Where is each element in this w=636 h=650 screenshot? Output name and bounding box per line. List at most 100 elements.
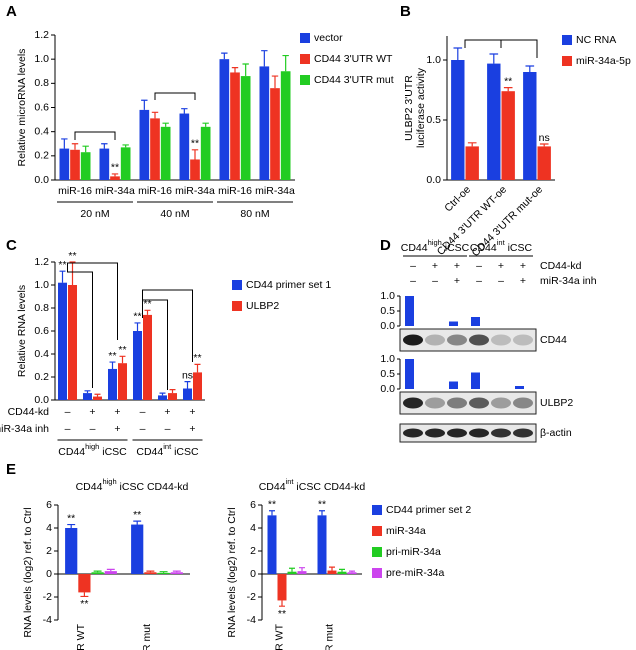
bar bbox=[183, 388, 192, 400]
legend-label: NC RNA bbox=[576, 34, 616, 46]
significance-mark: ** bbox=[191, 138, 199, 150]
row-label: miR-34a inh bbox=[540, 275, 597, 287]
bar bbox=[110, 176, 120, 180]
y-tick-label: 0.5 bbox=[380, 305, 395, 317]
y-tick-label: 0.6 bbox=[34, 101, 49, 113]
blot-band bbox=[491, 334, 511, 346]
bar bbox=[317, 515, 327, 574]
y-tick-label: 1.2 bbox=[34, 29, 49, 41]
legend-swatch bbox=[300, 54, 310, 64]
y-tick-label: 0.4 bbox=[34, 348, 49, 360]
y-tick-label: 1.0 bbox=[380, 290, 395, 302]
error-bar bbox=[109, 361, 116, 369]
bar bbox=[104, 571, 117, 574]
bar bbox=[327, 570, 337, 574]
error-bar bbox=[269, 510, 275, 516]
error-bar bbox=[101, 143, 108, 149]
bar bbox=[259, 66, 270, 180]
bar bbox=[451, 60, 465, 180]
y-tick-label: 0.2 bbox=[34, 150, 49, 162]
error-bar bbox=[80, 592, 89, 598]
bar bbox=[405, 296, 414, 326]
error-bar bbox=[111, 173, 119, 177]
error-bar bbox=[141, 99, 148, 110]
row-sign: + bbox=[454, 275, 460, 287]
error-bar bbox=[191, 149, 199, 160]
significance-mark: ** bbox=[68, 250, 76, 262]
row-sign: – bbox=[498, 275, 504, 287]
row-sign: + bbox=[189, 423, 195, 435]
y-tick-label: 0.4 bbox=[34, 125, 49, 137]
text-sup: high bbox=[102, 477, 116, 486]
error-bar bbox=[84, 390, 91, 394]
error-bar bbox=[94, 393, 101, 397]
error-bar bbox=[69, 261, 76, 285]
y-tick-label: 0.0 bbox=[380, 320, 395, 332]
error-bar bbox=[329, 566, 335, 571]
bar bbox=[190, 159, 200, 180]
significance-mark: ** bbox=[58, 259, 66, 271]
text-part: iCSC CD44-kd bbox=[294, 481, 366, 493]
blot-label: CD44 bbox=[540, 334, 567, 346]
blot-band bbox=[469, 428, 489, 438]
group-label: CD44high iCSC bbox=[58, 442, 127, 457]
bar bbox=[170, 572, 183, 574]
y-tick-label: -2 bbox=[247, 591, 256, 603]
error-bar bbox=[242, 63, 249, 77]
bar bbox=[144, 572, 157, 574]
text-sup: int bbox=[163, 442, 172, 451]
legend-swatch bbox=[372, 526, 382, 536]
row-sign: – bbox=[65, 406, 71, 418]
panel-letter: A bbox=[6, 3, 17, 20]
bar bbox=[487, 63, 501, 180]
bar bbox=[70, 149, 80, 180]
bar bbox=[297, 571, 307, 574]
significance-mark: ** bbox=[193, 352, 201, 364]
bar bbox=[65, 528, 78, 574]
row-sign: – bbox=[140, 406, 146, 418]
panel-letter: C bbox=[6, 237, 17, 254]
bar bbox=[108, 368, 117, 400]
y-tick-label: 0.0 bbox=[380, 383, 395, 395]
x-tick-label: Ctrl-oe bbox=[442, 183, 473, 214]
bracket bbox=[464, 39, 502, 48]
row-sign: – bbox=[476, 260, 482, 272]
x-tick-label: miR-34a bbox=[175, 185, 215, 197]
x-tick-label: miR-34a bbox=[95, 185, 135, 197]
panel-letter: B bbox=[400, 3, 411, 20]
row-label: CD44-kd bbox=[8, 406, 50, 418]
legend-label: miR-34a bbox=[386, 525, 426, 537]
error-bar bbox=[525, 65, 535, 72]
bar bbox=[168, 393, 177, 400]
bar bbox=[471, 317, 480, 326]
row-label: miR-34a inh bbox=[0, 423, 49, 435]
legend-label: CD44 3'UTR WT bbox=[314, 53, 393, 65]
error-bar bbox=[503, 87, 513, 92]
blot-band bbox=[469, 397, 489, 409]
bar bbox=[59, 148, 70, 180]
legend-swatch bbox=[372, 547, 382, 557]
blot-frame bbox=[399, 391, 537, 415]
bar bbox=[68, 285, 77, 400]
x-tick-label: miR-16 bbox=[138, 185, 172, 197]
group-label: 80 nM bbox=[240, 208, 269, 220]
bracket bbox=[142, 299, 168, 390]
text-part: CD44 bbox=[136, 446, 163, 458]
bar bbox=[158, 395, 167, 400]
bracket bbox=[154, 92, 196, 100]
y-tick-label: 0.8 bbox=[34, 302, 49, 314]
bar bbox=[179, 113, 190, 180]
text-part: iCSC bbox=[442, 242, 470, 254]
error-bar bbox=[93, 570, 102, 573]
bar bbox=[230, 72, 240, 180]
significance-mark: ** bbox=[108, 350, 116, 362]
error-bar bbox=[169, 389, 176, 394]
x-tick-label: 3'UTR mut bbox=[323, 624, 335, 650]
y-tick-label: 2 bbox=[46, 545, 52, 557]
bar bbox=[515, 386, 524, 389]
y-tick-label: 0 bbox=[250, 568, 256, 580]
blot-band bbox=[447, 334, 467, 346]
blot-band bbox=[403, 397, 423, 409]
subplot-title: CD44high iCSC CD44-kd bbox=[76, 477, 189, 492]
bar bbox=[78, 574, 91, 593]
